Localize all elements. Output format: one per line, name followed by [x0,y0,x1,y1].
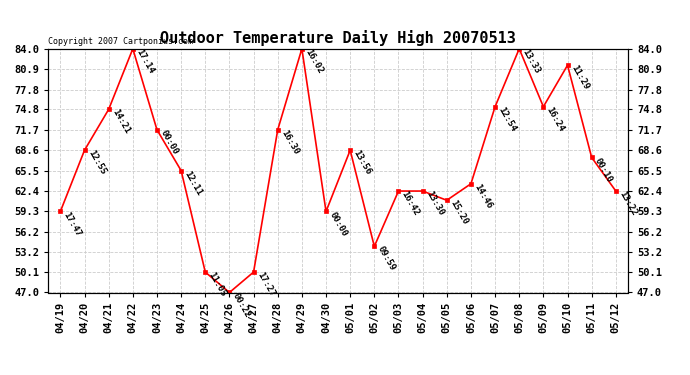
Text: 13:30: 13:30 [424,190,445,217]
Text: 11:05: 11:05 [207,271,228,298]
Text: 12:55: 12:55 [86,149,107,177]
Text: 00:00: 00:00 [159,128,179,156]
Text: 13:33: 13:33 [521,47,542,75]
Text: 00:00: 00:00 [328,210,348,238]
Text: 14:46: 14:46 [473,182,493,210]
Text: 16:42: 16:42 [400,190,421,217]
Text: 12:11: 12:11 [183,169,204,197]
Text: Copyright 2007 Cartponius.com: Copyright 2007 Cartponius.com [48,38,193,46]
Title: Outdoor Temperature Daily High 20070513: Outdoor Temperature Daily High 20070513 [160,30,516,46]
Text: 17:47: 17:47 [62,210,83,238]
Text: 13:22: 13:22 [618,190,638,217]
Text: 16:30: 16:30 [279,128,300,156]
Text: 15:20: 15:20 [448,199,469,226]
Text: 13:56: 13:56 [352,149,373,177]
Text: 12:54: 12:54 [497,105,518,133]
Text: 17:27: 17:27 [255,271,276,298]
Text: 16:24: 16:24 [545,105,566,133]
Text: 17:14: 17:14 [135,47,155,75]
Text: 16:02: 16:02 [304,47,324,75]
Text: 00:22: 00:22 [231,291,252,319]
Text: 00:10: 00:10 [593,156,614,184]
Text: 11:29: 11:29 [569,64,590,92]
Text: 09:59: 09:59 [376,245,397,273]
Text: 14:21: 14:21 [110,108,131,136]
